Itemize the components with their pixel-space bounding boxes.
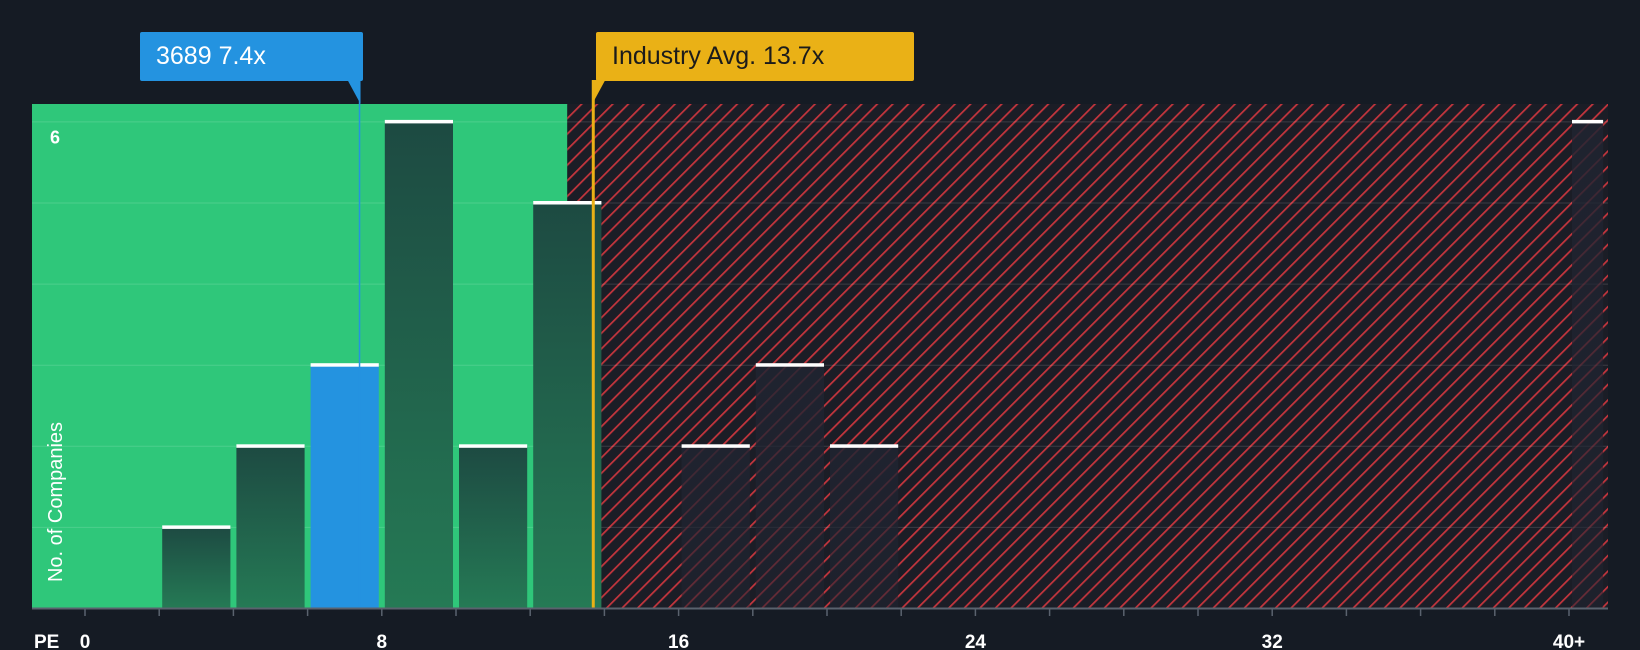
histogram-bar (755, 364, 824, 608)
company-ticker: 3689 (156, 42, 212, 70)
bar-cap (1572, 119, 1604, 124)
histogram-bar (533, 202, 602, 608)
histogram-bar (384, 121, 453, 609)
y-axis-label: No. of Companies (45, 422, 67, 582)
x-axis-label: PE (34, 632, 59, 650)
x-tick-label: 0 (80, 632, 91, 650)
industry-avg-callout: Industry Avg. 13.7x (596, 32, 914, 81)
histogram-bar (310, 364, 379, 608)
company-pe-callout: 3689 7.4x (140, 32, 363, 81)
histogram-bar (830, 445, 899, 608)
histogram-bar (459, 445, 528, 608)
x-tick-label: 32 (1262, 632, 1283, 650)
histogram-bar (162, 526, 231, 608)
x-tick-label: 40+ (1553, 632, 1585, 650)
bar-cap (310, 363, 379, 367)
histogram-bar (681, 445, 750, 608)
histogram-bar (1572, 121, 1604, 609)
industry-callout-pointer (592, 80, 606, 104)
x-tick-label: 16 (668, 632, 689, 650)
bar-cap (681, 444, 750, 448)
bar-cap (533, 201, 602, 205)
y-tick-label: 6 (50, 127, 60, 147)
x-tick-label: 24 (965, 632, 987, 650)
company-callout-pointer (347, 80, 361, 104)
industry-avg-value: 13.7x (763, 42, 825, 70)
bar-cap (755, 363, 824, 367)
histogram-bar (236, 445, 305, 608)
bar-cap (459, 444, 528, 448)
x-tick-label: 8 (377, 632, 388, 650)
bar-cap (384, 119, 453, 124)
bar-cap (830, 444, 899, 448)
bar-cap (162, 525, 231, 529)
company-pe-value: 7.4x (218, 42, 266, 70)
industry-avg-label: Industry Avg. (612, 42, 757, 70)
bar-cap (236, 444, 305, 448)
